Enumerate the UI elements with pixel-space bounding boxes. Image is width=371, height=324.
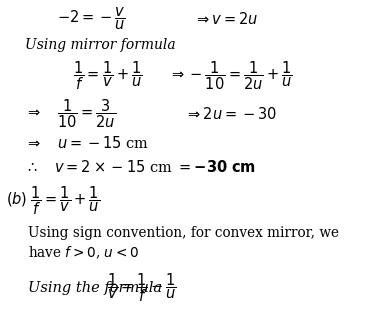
Text: $\Rightarrow \quad \dfrac{1}{10} = \dfrac{3}{2u}$: $\Rightarrow \quad \dfrac{1}{10} = \dfra…	[25, 98, 116, 130]
Text: $\dfrac{1}{f} = \dfrac{1}{v} + \dfrac{1}{u}$: $\dfrac{1}{f} = \dfrac{1}{v} + \dfrac{1}…	[73, 60, 142, 92]
Text: $\therefore \quad v = 2 \times -15$ cm $= \mathbf{-30}$ $\mathbf{cm}$: $\therefore \quad v = 2 \times -15$ cm $…	[25, 159, 256, 175]
Text: $\Rightarrow -\dfrac{1}{10} = \dfrac{1}{2u} + \dfrac{1}{u}$: $\Rightarrow -\dfrac{1}{10} = \dfrac{1}{…	[169, 60, 293, 92]
Text: $\Rightarrow v = 2u$: $\Rightarrow v = 2u$	[194, 11, 259, 27]
Text: $\dfrac{1}{v} = \dfrac{1}{f} - \dfrac{1}{u}$: $\dfrac{1}{v} = \dfrac{1}{f} - \dfrac{1}…	[107, 272, 177, 304]
Text: $-2 = -\dfrac{v}{u}$: $-2 = -\dfrac{v}{u}$	[57, 6, 126, 32]
Text: Using sign convention, for convex mirror, we: Using sign convention, for convex mirror…	[28, 226, 339, 240]
Text: $\Rightarrow \quad u = -15$ cm: $\Rightarrow \quad u = -15$ cm	[25, 135, 149, 151]
Text: Using mirror formula: Using mirror formula	[25, 38, 176, 52]
Text: Using the formula: Using the formula	[28, 281, 172, 295]
Text: have $f > 0$, $u < 0$: have $f > 0$, $u < 0$	[28, 245, 139, 261]
Text: $\Rightarrow 2u = -30$: $\Rightarrow 2u = -30$	[185, 106, 277, 122]
Text: $(b)\;\dfrac{1}{f} = \dfrac{1}{v} + \dfrac{1}{u}$: $(b)\;\dfrac{1}{f} = \dfrac{1}{v} + \dfr…	[6, 184, 100, 217]
